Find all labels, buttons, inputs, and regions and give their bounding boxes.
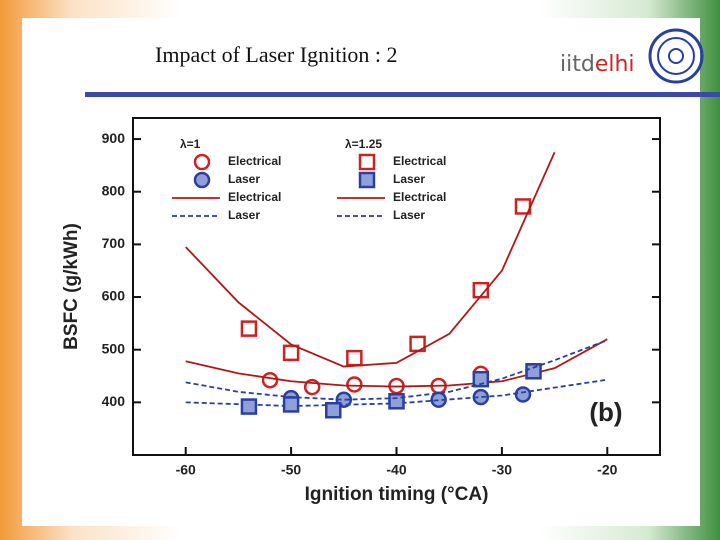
x-tick-label: -50 [281, 462, 301, 478]
legend-marker [358, 171, 376, 189]
legend-marker [193, 153, 211, 171]
marker [346, 376, 363, 393]
x-tick-label: -40 [386, 462, 406, 478]
legend-title: λ=1.25 [345, 137, 382, 151]
y-tick-label: 500 [102, 340, 126, 356]
marker [282, 344, 300, 362]
legend-marker [193, 171, 211, 189]
series-line [185, 151, 556, 368]
marker [282, 396, 300, 413]
x-tick-label: -60 [176, 462, 196, 478]
slide-title: Impact of Laser Ignition : 2 [155, 42, 398, 67]
legend-marker [358, 153, 376, 171]
legend-label: Laser [393, 172, 425, 186]
y-tick-label: 800 [102, 182, 126, 198]
series-line [185, 339, 608, 401]
marker [261, 371, 279, 389]
legend-label: Electrical [393, 154, 446, 168]
marker [525, 363, 542, 380]
x-axis-label: Ignition timing (°CA) [305, 484, 489, 505]
y-tick-label: 900 [102, 130, 126, 146]
legend-title: λ=1 [180, 137, 201, 151]
marker [388, 393, 405, 410]
logo-text: elhi [594, 52, 635, 77]
legend-label: Laser [393, 208, 425, 222]
marker [325, 401, 342, 419]
panel-label: (b) [589, 397, 622, 427]
x-tick-label: -30 [492, 462, 512, 478]
legend-label: Electrical [228, 190, 281, 204]
y-axis-label: BSFC (g/kWh) [61, 223, 82, 350]
marker [472, 370, 490, 388]
y-tick-label: 400 [102, 393, 126, 409]
x-tick-label: -20 [597, 462, 617, 478]
legend-label: Laser [228, 172, 260, 186]
legend-label: Electrical [228, 154, 281, 168]
legend-label: Laser [228, 208, 260, 222]
logo: iitdelhi [560, 52, 635, 77]
marker [240, 398, 258, 415]
marker [240, 320, 258, 337]
marker [303, 378, 321, 396]
title-rule [85, 92, 720, 97]
y-tick-label: 700 [102, 235, 126, 251]
marker [514, 386, 532, 403]
y-tick-label: 600 [102, 288, 126, 304]
emblem [648, 28, 704, 84]
legend-label: Electrical [393, 190, 446, 204]
logo-text: iitd [560, 52, 595, 77]
